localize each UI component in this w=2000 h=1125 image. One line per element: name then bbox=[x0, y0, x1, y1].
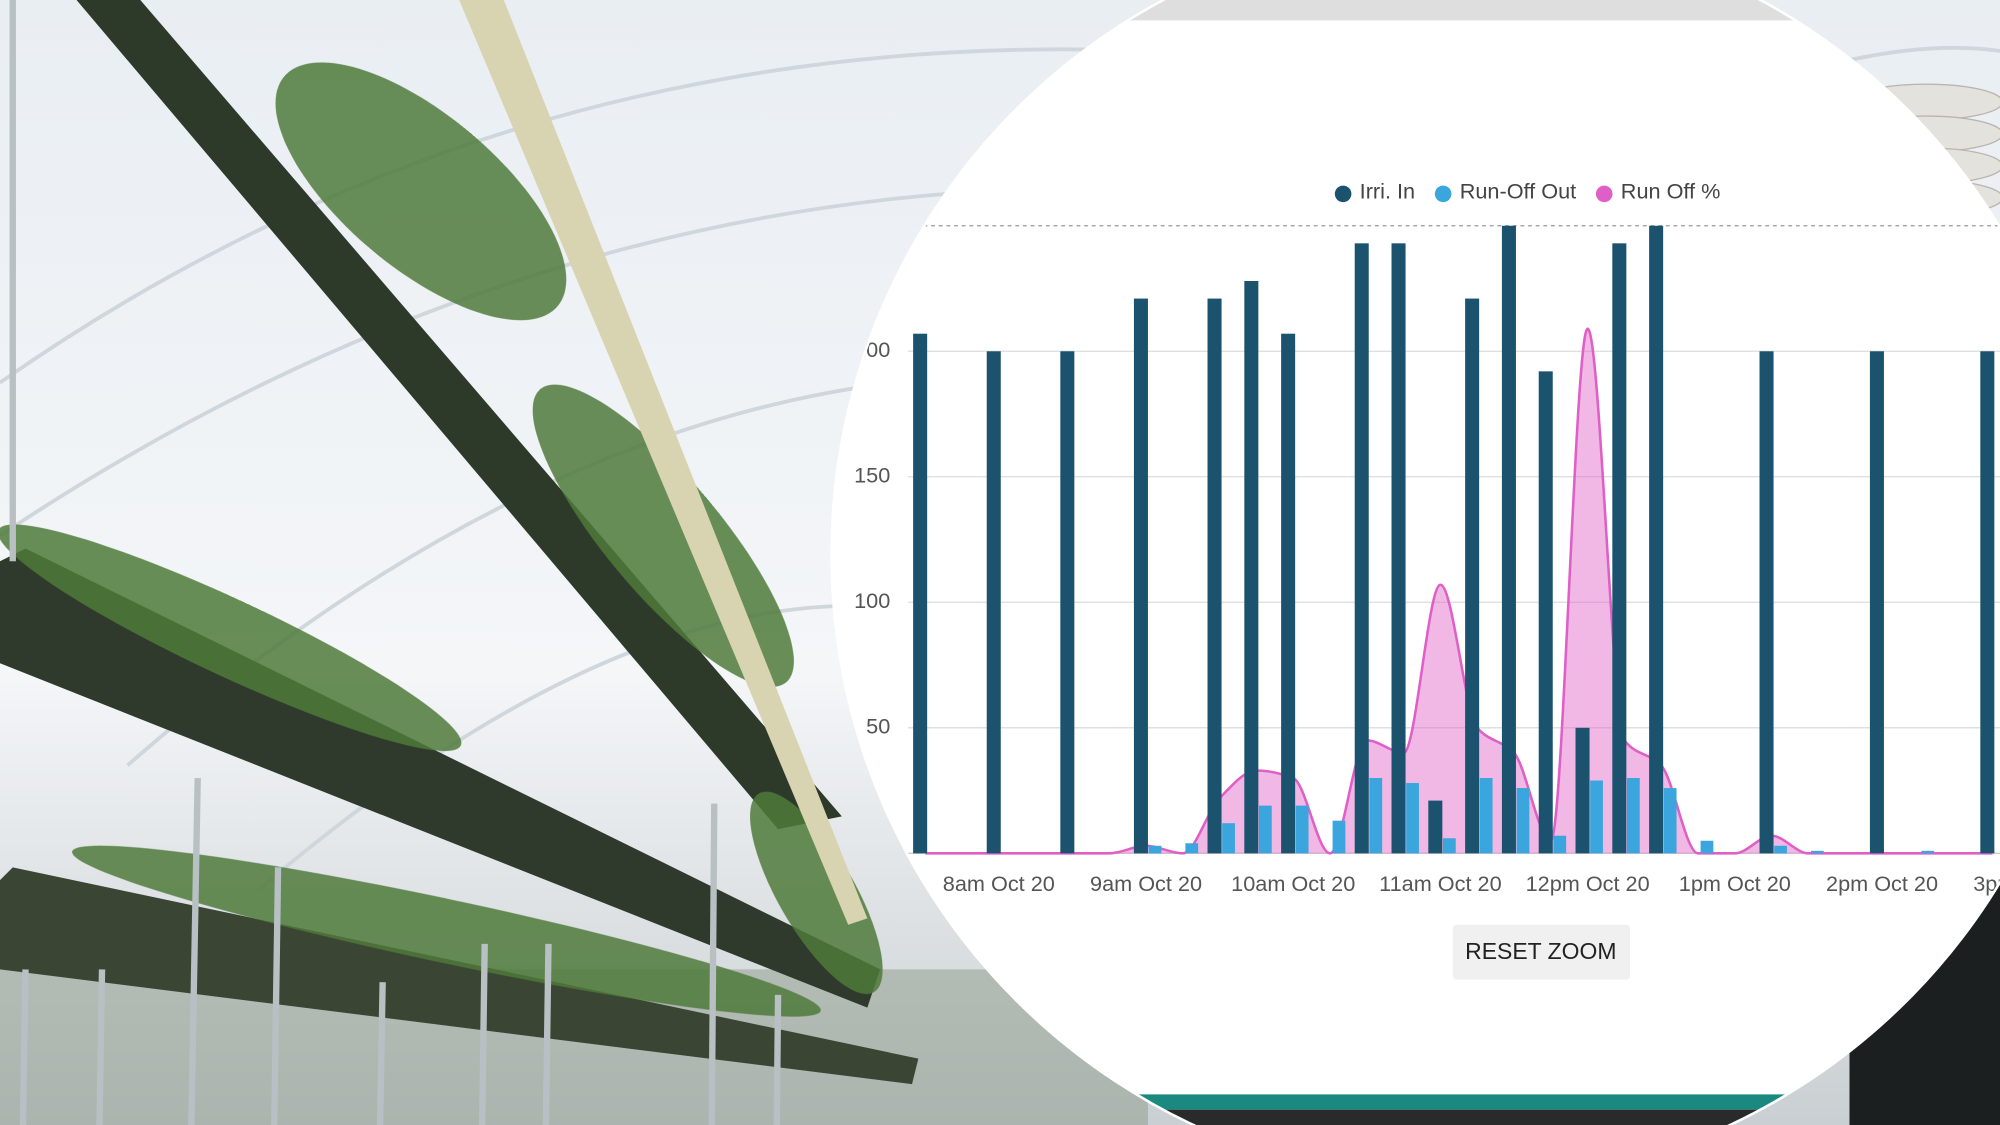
bar bbox=[1980, 351, 1995, 854]
bar bbox=[1428, 800, 1443, 854]
bar bbox=[1207, 298, 1222, 854]
reset-zoom-button[interactable]: RESET ZOOM bbox=[1452, 924, 1631, 980]
legend-label: Run-Off Out bbox=[1460, 178, 1576, 203]
y-tick-label: 100 bbox=[854, 588, 890, 613]
bar bbox=[1354, 243, 1369, 854]
y-tick-label: 50 bbox=[866, 714, 890, 739]
legend-label: Irri. In bbox=[1360, 178, 1415, 203]
bar bbox=[1465, 298, 1480, 854]
button-background[interactable] bbox=[1452, 924, 1631, 980]
bar bbox=[1133, 298, 1148, 854]
button-label[interactable]: RESET ZOOM bbox=[1465, 938, 1616, 964]
bar bbox=[1921, 850, 1935, 854]
bar bbox=[1626, 778, 1640, 854]
bar bbox=[1516, 788, 1530, 854]
bar bbox=[1774, 845, 1787, 854]
y-tick-label: 150 bbox=[854, 463, 890, 488]
bar bbox=[1222, 823, 1235, 854]
bar bbox=[1869, 351, 1884, 854]
bar bbox=[1700, 840, 1714, 854]
bar bbox=[1148, 845, 1162, 854]
bar bbox=[1185, 843, 1199, 854]
x-tick-label: 9am Oct 20 bbox=[1090, 871, 1202, 896]
bar bbox=[1332, 820, 1346, 854]
bar bbox=[1649, 225, 1664, 854]
bar bbox=[1590, 780, 1603, 854]
bar bbox=[1553, 835, 1567, 854]
bar bbox=[913, 333, 928, 854]
area-fill bbox=[925, 328, 1993, 854]
bar bbox=[1281, 333, 1296, 854]
bar bbox=[1442, 838, 1456, 854]
bar bbox=[1391, 243, 1406, 854]
bar bbox=[1538, 371, 1553, 854]
bar bbox=[1612, 243, 1627, 854]
legend-marker bbox=[1334, 185, 1352, 203]
x-tick-label: 10am Oct 20 bbox=[1231, 871, 1355, 896]
bar bbox=[1575, 727, 1590, 854]
bar bbox=[1501, 225, 1516, 854]
bar bbox=[1060, 351, 1075, 854]
x-tick-label: 1pm Oct 20 bbox=[1679, 871, 1791, 896]
inset-border bbox=[830, 0, 2000, 1125]
bar bbox=[1295, 805, 1309, 854]
x-tick-label: 2pm Oct 20 bbox=[1826, 871, 1938, 896]
legend-marker bbox=[1434, 185, 1452, 203]
bar bbox=[1759, 351, 1774, 854]
bar bbox=[1663, 788, 1677, 854]
x-tick-label: 8am Oct 20 bbox=[943, 871, 1055, 896]
bar bbox=[1369, 778, 1383, 854]
bar bbox=[1479, 778, 1493, 854]
legend-marker bbox=[1595, 185, 1613, 203]
x-tick-label: 11am Oct 20 bbox=[1379, 871, 1501, 896]
bar bbox=[1810, 850, 1824, 854]
x-tick-label: 12pm Oct 20 bbox=[1526, 871, 1650, 896]
legend-label: Run Off % bbox=[1621, 178, 1721, 203]
bar bbox=[986, 351, 1001, 854]
bar bbox=[1406, 783, 1419, 854]
bar bbox=[1258, 805, 1272, 854]
bar bbox=[1244, 280, 1259, 854]
